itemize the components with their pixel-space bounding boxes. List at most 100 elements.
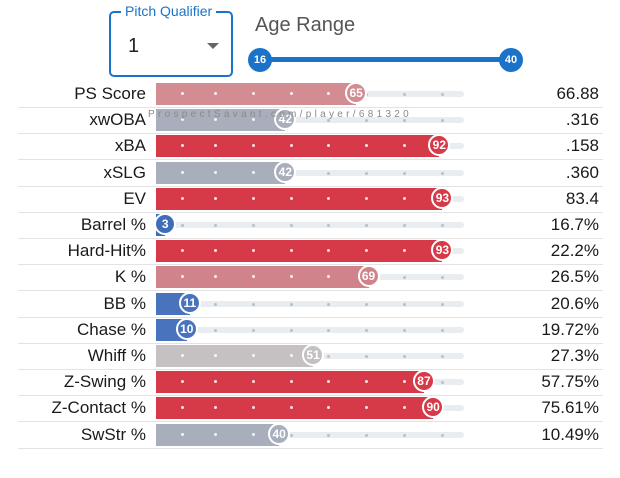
track-dot xyxy=(290,224,293,227)
bar-dot xyxy=(290,380,293,384)
stat-row: K % 69 26.5% xyxy=(18,264,603,292)
stat-row: xSLG 42 .360 xyxy=(18,160,603,187)
track-dot xyxy=(403,119,406,123)
stat-label: K % xyxy=(114,267,146,287)
track-dot xyxy=(441,93,444,96)
percentile-bar xyxy=(156,240,443,263)
stat-value: 57.75% xyxy=(541,372,599,392)
stat-value: .316 xyxy=(565,110,599,130)
bar-dot xyxy=(252,432,255,436)
stat-label: PS Score xyxy=(74,84,146,103)
stat-label: EV xyxy=(123,188,146,208)
stat-row: Z-Contact % 90 75.61% xyxy=(18,395,603,423)
bar-dot xyxy=(365,144,368,148)
bar-dot xyxy=(214,92,217,95)
percentile-track xyxy=(156,222,464,228)
track-dot xyxy=(252,224,255,227)
percentile-badge: 42 xyxy=(274,108,297,131)
bar-dot xyxy=(252,380,255,384)
percentile-badge: 93 xyxy=(431,239,454,262)
percentile-bar xyxy=(156,423,280,446)
track-dot xyxy=(403,93,406,96)
percentile-badge: 51 xyxy=(302,344,325,366)
percentile-track xyxy=(156,300,464,307)
bar-dot xyxy=(181,196,184,200)
age-range-max-handle[interactable]: 40 xyxy=(499,48,523,72)
stat-label: Z-Swing % xyxy=(63,372,146,392)
percentile-bar xyxy=(156,83,357,105)
stat-label: Barrel % xyxy=(80,215,146,234)
percentile-badge: 69 xyxy=(357,265,380,288)
track-dot xyxy=(403,328,406,332)
track-dot xyxy=(365,302,368,306)
track-dot xyxy=(403,224,406,227)
track-dot xyxy=(327,224,330,227)
stat-label: Hard-Hit% xyxy=(67,241,146,261)
stat-value: 20.6% xyxy=(550,293,599,313)
track-dot xyxy=(365,433,368,437)
pitch-qualifier-select[interactable]: Pitch Qualifier 1 xyxy=(109,3,233,77)
track-dot xyxy=(327,171,330,175)
stat-value: 10.49% xyxy=(541,424,599,444)
track-dot xyxy=(214,328,217,332)
percentile-bar xyxy=(156,345,314,367)
stat-row: Chase % 10 19.72% xyxy=(18,317,603,344)
bar-dot xyxy=(365,196,368,200)
stat-label: SwStr % xyxy=(80,424,146,444)
track-dot xyxy=(290,433,293,437)
chevron-down-icon[interactable] xyxy=(207,43,219,49)
track-dot xyxy=(252,302,255,306)
bar-dot xyxy=(214,144,217,148)
percentile-badge: 40 xyxy=(268,422,291,445)
bar-dot xyxy=(403,249,406,253)
bar-dot xyxy=(252,92,255,95)
track-dot xyxy=(365,224,368,227)
age-range-min-handle[interactable]: 16 xyxy=(248,48,272,72)
track-dot xyxy=(365,355,368,358)
stat-row: PS Score 65 66.88 xyxy=(18,81,603,108)
percentile-bar xyxy=(156,187,443,210)
stat-row: SwStr % 40 10.49% xyxy=(18,422,603,449)
percentile-badge: 90 xyxy=(422,396,445,419)
age-range-track[interactable] xyxy=(260,57,512,62)
watermark: ProspectSavant.com/player/681320 xyxy=(148,109,413,120)
stat-label: Chase % xyxy=(77,319,146,339)
bar-dot xyxy=(181,275,184,279)
bar-dot xyxy=(403,406,406,410)
track-dot xyxy=(403,433,406,437)
stat-row: Hard-Hit% 93 22.2% xyxy=(18,238,603,266)
stat-value: 19.72% xyxy=(541,319,599,339)
stat-row: xBA 92 .158 xyxy=(18,133,603,161)
stat-value: .158 xyxy=(565,136,599,156)
percentile-bar xyxy=(156,135,440,158)
percentile-badge: 87 xyxy=(412,370,435,393)
track-dot xyxy=(214,302,217,306)
stat-row: Barrel % 3 16.7% xyxy=(18,212,603,239)
bar-dot xyxy=(290,249,293,253)
bar-dot xyxy=(252,275,255,279)
stat-label: Z-Contact % xyxy=(51,398,146,418)
percentile-bar xyxy=(156,397,434,420)
track-dot xyxy=(290,328,293,332)
bar-dot xyxy=(290,354,293,357)
bar-dot xyxy=(252,354,255,357)
bar-dot xyxy=(214,380,217,384)
bar-dot xyxy=(252,406,255,410)
bar-dot xyxy=(181,380,184,384)
bar-dot xyxy=(365,380,368,384)
bar-dot xyxy=(181,354,184,357)
track-dot xyxy=(441,171,444,175)
bar-dot xyxy=(290,275,293,279)
stat-value: 75.61% xyxy=(541,398,599,418)
track-dot xyxy=(327,328,330,332)
track-dot xyxy=(252,328,255,332)
bar-dot xyxy=(327,196,330,200)
bar-dot xyxy=(214,354,217,357)
stat-row: BB % 11 20.6% xyxy=(18,291,603,318)
percentile-bar xyxy=(156,266,369,289)
bar-dot xyxy=(214,406,217,410)
percentile-badge: 11 xyxy=(178,291,201,314)
bar-dot xyxy=(327,275,330,279)
percentile-badge: 65 xyxy=(345,82,368,104)
track-dot xyxy=(181,224,184,227)
